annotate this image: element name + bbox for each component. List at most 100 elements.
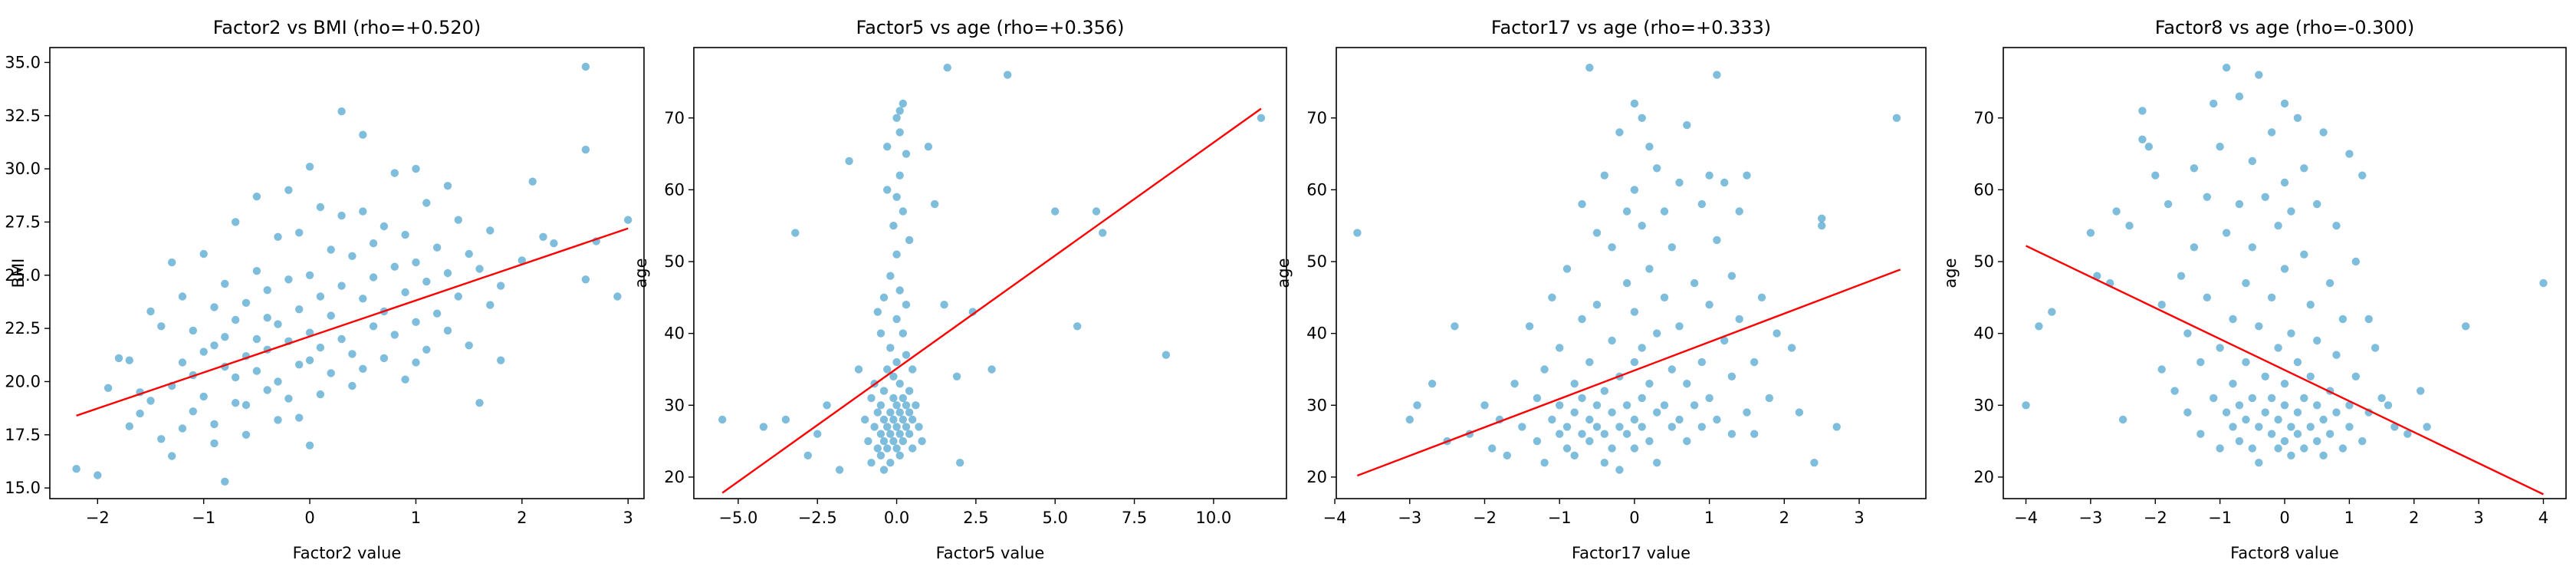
data-point (876, 329, 886, 338)
data-point (2177, 272, 2186, 280)
data-point (876, 401, 886, 410)
data-point (902, 423, 911, 431)
data-point (902, 301, 911, 309)
data-point (2358, 171, 2367, 180)
data-point (1675, 322, 1684, 331)
data-point (1743, 171, 1751, 180)
data-point (883, 143, 892, 151)
data-point (1773, 329, 1781, 338)
data-point (1630, 99, 1639, 108)
data-point (924, 143, 933, 151)
data-point (1743, 408, 1751, 417)
data-point (931, 199, 939, 209)
data-point (305, 441, 314, 450)
data-point (1713, 236, 1721, 245)
x-tick-label: −2.5 (798, 509, 837, 527)
data-point (2332, 222, 2341, 230)
data-point (2267, 293, 2276, 301)
data-point (146, 307, 155, 316)
data-point (316, 292, 325, 301)
data-point (125, 422, 133, 430)
y-tick-label: 27.5 (5, 212, 41, 231)
data-point (892, 315, 901, 324)
data-point (1570, 380, 1579, 388)
data-point (369, 322, 378, 331)
data-point (2164, 199, 2173, 209)
x-tick-label: −2 (1473, 509, 1497, 527)
data-point (899, 394, 908, 403)
chart-title: Factor8 vs age (rho=-0.300) (2155, 17, 2415, 38)
data-point (1683, 436, 1691, 446)
data-point (2157, 301, 2166, 309)
data-point (242, 298, 251, 307)
axes-frame (2003, 47, 2567, 499)
data-point (2313, 199, 2321, 209)
data-point (337, 282, 346, 290)
y-tick-label: 60 (1306, 180, 1327, 199)
data-point (1645, 143, 1654, 151)
data-point (2138, 107, 2147, 115)
data-point (1533, 436, 1542, 446)
data-point (232, 399, 240, 407)
data-point (1683, 380, 1691, 388)
data-point (912, 401, 920, 410)
x-tick-label: −2 (86, 509, 110, 527)
data-point (337, 107, 346, 116)
data-point (1645, 265, 1654, 273)
data-point (252, 367, 261, 375)
data-point (2235, 401, 2244, 410)
x-tick-label: 0 (1629, 509, 1639, 527)
data-point (305, 356, 314, 364)
data-point (2267, 430, 2276, 438)
data-point (2287, 423, 2295, 431)
data-point (2300, 444, 2308, 453)
data-point (1630, 186, 1639, 194)
data-point (895, 286, 904, 295)
x-tick-label: 0 (2279, 509, 2289, 527)
data-point (465, 341, 473, 350)
x-axis-label: Factor8 value (2230, 544, 2339, 562)
data-point (899, 415, 908, 424)
data-point (422, 277, 431, 286)
data-point (1750, 430, 1759, 438)
data-point (2183, 408, 2192, 417)
data-point (2144, 143, 2153, 151)
data-point (2274, 222, 2282, 230)
data-point (284, 275, 293, 284)
data-point (1600, 171, 1608, 180)
data-point (803, 451, 813, 459)
data-point (1600, 387, 1608, 395)
data-point (199, 347, 208, 356)
data-point (1668, 243, 1676, 252)
data-point (1585, 436, 1594, 446)
data-point (348, 381, 356, 390)
data-point (454, 292, 462, 301)
data-point (889, 415, 898, 424)
data-point (2261, 193, 2269, 201)
data-point (359, 130, 367, 139)
data-point (2423, 423, 2431, 431)
y-tick-label: 70 (664, 109, 685, 127)
y-tick-label: 30 (1973, 396, 1994, 414)
data-point (943, 64, 951, 72)
data-point (412, 358, 420, 367)
data-point (2319, 451, 2328, 459)
data-point (909, 444, 917, 453)
data-point (454, 216, 462, 224)
data-point (210, 420, 219, 429)
data-point (581, 62, 590, 71)
data-point (1353, 229, 1362, 237)
data-point (1503, 451, 1512, 459)
data-point (895, 171, 904, 180)
data-point (380, 354, 389, 363)
data-point (892, 423, 901, 431)
data-point (1162, 351, 1171, 359)
data-point (892, 250, 901, 259)
data-point (2306, 423, 2315, 431)
data-point (465, 249, 473, 259)
data-point (1757, 293, 1766, 301)
data-point (1622, 401, 1631, 410)
data-point (905, 408, 914, 417)
x-tick-label: 1 (411, 509, 421, 527)
data-point (295, 305, 304, 314)
